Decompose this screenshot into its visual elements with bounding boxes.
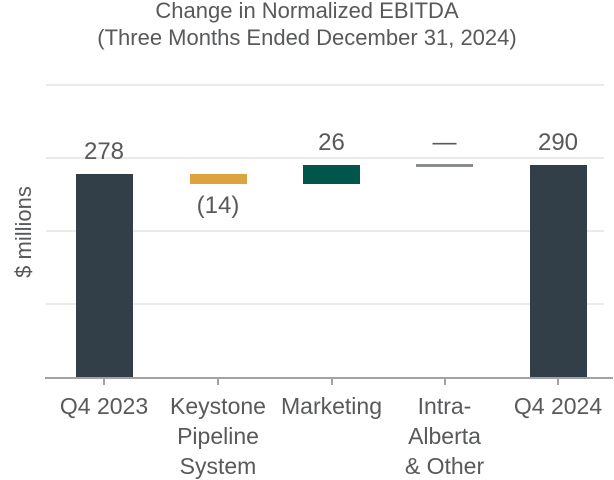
chart-title-block: Change in Normalized EBITDA (Three Month…	[0, 0, 614, 51]
bar-keystone-pipeline-system	[189, 173, 247, 185]
gridline	[46, 156, 604, 159]
tick-mark-intra-alberta-other	[443, 378, 446, 385]
tick-mark-q4-2023	[103, 378, 105, 385]
value-label-marketing: 26	[318, 129, 345, 157]
x-axis-category-label-keystone-pipeline-system: Keystone Pipeline System	[170, 393, 266, 479]
x-axis-line	[45, 376, 613, 379]
bar-q4-2023	[75, 173, 133, 378]
tick-mark-marketing	[330, 378, 333, 385]
gridline	[46, 303, 604, 306]
gridline	[46, 83, 604, 86]
x-axis-category-label-q4-2024: Q4 2024	[513, 393, 603, 419]
bar-marketing	[303, 165, 360, 185]
value-label-q4-2024: 290	[537, 129, 579, 157]
y-axis-label-text: $ millions	[11, 186, 36, 278]
x-axis-category-label-intra-alberta-other: Intra- Alberta & Other	[404, 393, 485, 479]
x-axis-category-label-q4-2023: Q4 2023	[59, 393, 149, 419]
gridline	[46, 230, 604, 232]
zero-change-marker-intra-alberta-other	[416, 163, 473, 167]
value-label-q4-2023: 278	[83, 137, 125, 165]
tick-mark-keystone-pipeline-system	[217, 378, 219, 385]
value-label-intra-alberta-other: —	[432, 129, 457, 157]
x-axis-category-label-marketing: Marketing	[281, 393, 382, 419]
bar-q4-2024	[529, 165, 587, 378]
chart-subtitle: (Three Months Ended December 31, 2024)	[97, 25, 517, 50]
chart-title: Change in Normalized EBITDA	[155, 0, 459, 23]
tick-mark-q4-2024	[557, 378, 559, 385]
value-label-keystone-pipeline-system: (14)	[196, 192, 240, 220]
